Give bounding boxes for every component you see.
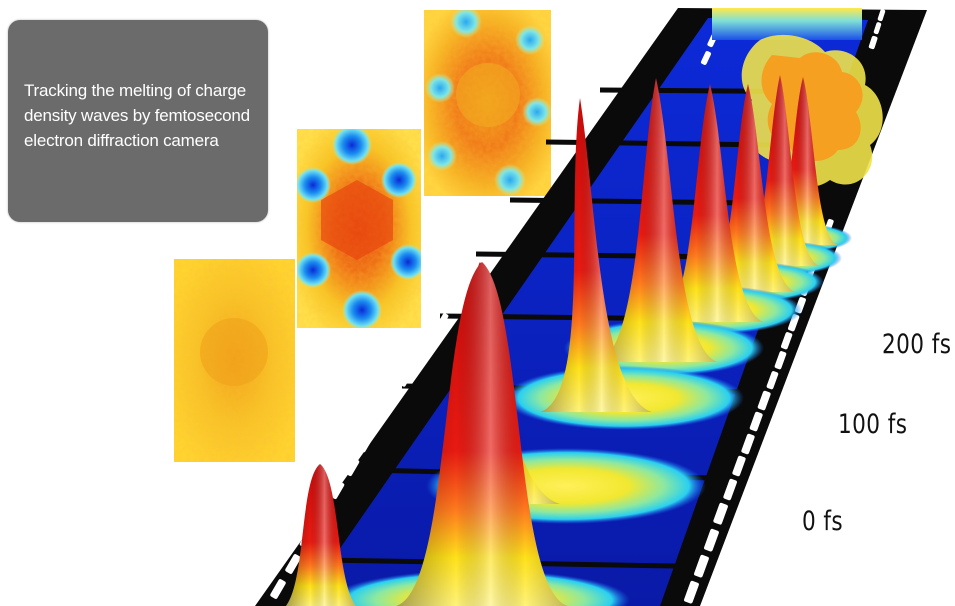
diffraction-image-front — [174, 259, 295, 462]
diffraction-image-middle — [297, 129, 421, 328]
intensity-peak — [330, 262, 630, 606]
time-label-0fs: 0 fs — [802, 506, 844, 537]
intensity-peaks — [286, 75, 852, 606]
time-label-100fs: 100 fs — [838, 409, 908, 440]
caption-text: Tracking the melting of charge density w… — [24, 81, 250, 150]
time-label-200fs: 200 fs — [882, 329, 952, 360]
intensity-peak — [504, 98, 744, 430]
diffraction-image-back — [424, 10, 551, 196]
caption-box: Tracking the melting of charge density w… — [8, 20, 268, 222]
intensity-peak — [286, 464, 356, 606]
